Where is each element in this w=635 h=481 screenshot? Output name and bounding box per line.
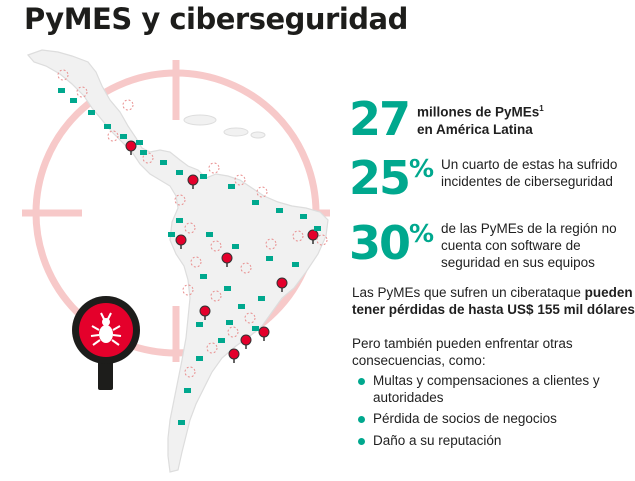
- computer-icon: [176, 170, 183, 175]
- computer-icon: [88, 110, 95, 115]
- computer-icon: [292, 262, 299, 267]
- bullet-dot-icon: [358, 438, 365, 445]
- stat-number: 27: [349, 92, 411, 146]
- stat-number: 25%: [349, 151, 435, 205]
- threat-pins: [125, 140, 319, 363]
- computer-icon: [168, 232, 175, 237]
- threat-pin-icon: [199, 305, 211, 320]
- latin-america-map: [22, 49, 330, 473]
- computer-icon: [200, 274, 207, 279]
- computer-icons: [58, 88, 321, 425]
- computer-icon: [140, 150, 147, 155]
- computer-icon: [252, 326, 259, 331]
- computer-icon: [266, 256, 273, 261]
- computer-icon: [178, 420, 185, 425]
- stat-description: de las PyMEs de la región no cuenta con s…: [441, 221, 617, 270]
- threat-pin-icon: [307, 229, 319, 244]
- consequences-intro: Pero también pueden enfrentar otras conse…: [352, 336, 573, 368]
- threat-pin-icon: [258, 326, 270, 341]
- computer-icon: [300, 214, 307, 219]
- computer-icon: [276, 208, 283, 213]
- threat-pin-icon: [240, 334, 252, 349]
- computer-icon: [258, 296, 265, 301]
- consequences-list: Multas y compensaciones a clientes y auto…: [358, 373, 600, 450]
- threat-pin-icon: [221, 252, 233, 267]
- computer-icon: [200, 174, 207, 179]
- computer-icon: [218, 338, 225, 343]
- threat-pin-icon: [228, 348, 240, 363]
- computer-icon: [206, 232, 213, 237]
- target-rings: [57, 69, 328, 378]
- computer-icon: [314, 226, 321, 231]
- computer-icon: [136, 140, 143, 145]
- stat-description: millones de PyMEs1 en América Latina: [417, 104, 544, 137]
- computer-icon: [120, 134, 127, 139]
- computer-icon: [228, 184, 235, 189]
- computer-icon: [196, 356, 203, 361]
- caribbean-islands: [183, 114, 266, 139]
- list-item: Pérdida de socios de negocios: [358, 411, 600, 428]
- computer-icon: [184, 388, 191, 393]
- magnifier-bug-icon: [72, 296, 140, 390]
- computer-icon: [226, 320, 233, 325]
- computer-icon: [232, 244, 239, 249]
- bullet-dot-icon: [358, 378, 365, 385]
- computer-icon: [176, 218, 183, 223]
- computer-icon: [238, 304, 245, 309]
- list-item: Multas y compensaciones a clientes y auto…: [358, 373, 600, 406]
- computer-icon: [70, 98, 77, 103]
- stat-description: Un cuarto de estas ha sufrido incidentes …: [441, 157, 618, 189]
- threat-pin-icon: [276, 277, 288, 292]
- computer-icon: [224, 286, 231, 291]
- bullet-dot-icon: [358, 416, 365, 423]
- bug-icon: [90, 312, 122, 346]
- computer-icon: [196, 322, 203, 327]
- losses-paragraph: Las PyMEs que sufren un ciberataque pued…: [352, 285, 635, 317]
- stat-number: 30%: [349, 216, 435, 270]
- threat-pin-icon: [175, 234, 187, 249]
- threat-pin-icon: [125, 140, 137, 155]
- computer-icon: [160, 160, 167, 165]
- computer-icon: [104, 124, 111, 129]
- page-title: PyMES y ciberseguridad: [24, 2, 408, 36]
- threat-pin-icon: [187, 174, 199, 189]
- list-item: Daño a su reputación: [358, 433, 600, 450]
- computer-icon: [252, 200, 259, 205]
- computer-icon: [58, 88, 65, 93]
